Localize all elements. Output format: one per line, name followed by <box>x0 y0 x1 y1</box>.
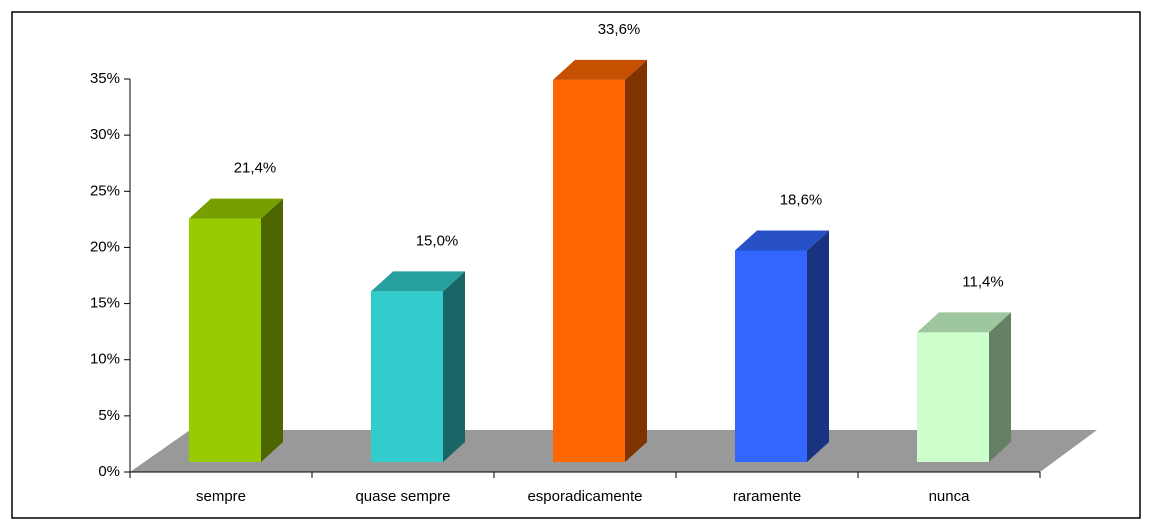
y-tick-label: 30% <box>90 126 120 143</box>
x-tick-label: nunca <box>929 488 971 505</box>
bar-front <box>553 79 625 463</box>
bar-front <box>917 332 989 462</box>
bar-side <box>261 198 283 462</box>
bar-front <box>735 250 807 462</box>
bar-top <box>735 230 829 251</box>
bar <box>735 230 829 462</box>
x-tick-label: sempre <box>196 488 246 505</box>
value-label: 18,6% <box>780 191 823 208</box>
bar-side <box>625 59 647 463</box>
bar-top <box>371 271 465 292</box>
value-label: 33,6% <box>598 21 641 38</box>
bar-front <box>189 218 261 462</box>
bar-side <box>443 271 465 462</box>
value-label: 21,4% <box>234 160 277 177</box>
x-tick-label: esporadicamente <box>527 488 642 505</box>
bar-top <box>189 198 283 219</box>
x-tick-label: raramente <box>733 488 801 505</box>
bar <box>371 271 465 462</box>
value-label: 15,0% <box>416 232 459 249</box>
bar-top <box>917 312 1011 333</box>
bar <box>189 198 283 462</box>
y-tick-label: 0% <box>98 463 120 480</box>
bar-side <box>989 312 1011 462</box>
bar-front <box>371 291 443 462</box>
bar-top <box>553 59 647 80</box>
x-tick-label: quase sempre <box>355 488 450 505</box>
value-label: 11,4% <box>962 273 1003 290</box>
y-tick-label: 5% <box>98 407 120 424</box>
y-tick-label: 10% <box>90 351 120 368</box>
y-tick-label: 20% <box>90 238 120 255</box>
y-tick-label: 25% <box>90 182 120 199</box>
bar <box>553 59 647 463</box>
y-tick-label: 15% <box>90 295 120 312</box>
y-tick-label: 35% <box>90 70 120 87</box>
bar <box>917 312 1011 462</box>
bar-side <box>807 230 829 462</box>
